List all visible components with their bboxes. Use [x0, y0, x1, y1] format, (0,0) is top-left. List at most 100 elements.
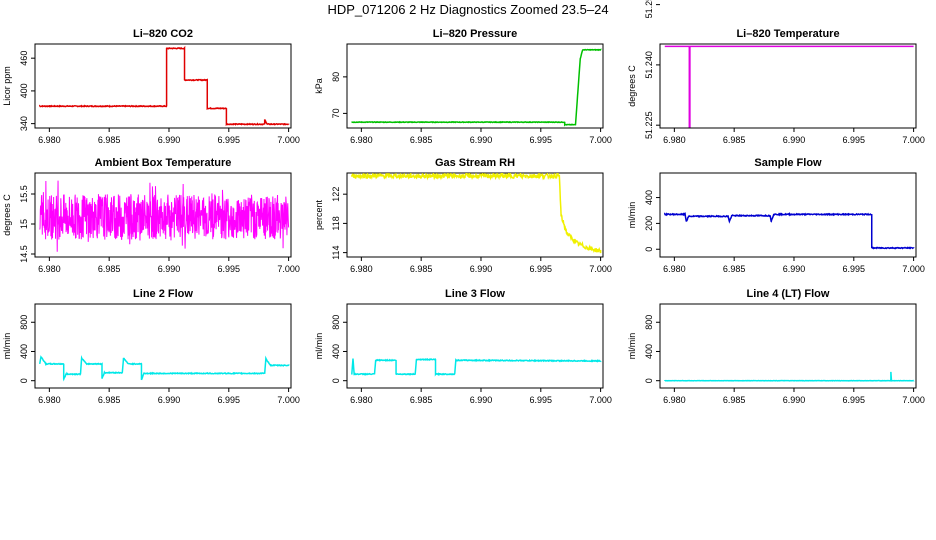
y-tick-label: 400 [331, 344, 341, 359]
y-tick-label: 800 [19, 315, 29, 330]
x-tick-label: 6.990 [783, 395, 806, 405]
x-tick-label: 6.985 [723, 264, 746, 274]
y-tick-label: 340 [19, 116, 29, 131]
y-axis-label: ml/min [2, 333, 12, 360]
x-tick-label: 7.000 [902, 395, 925, 405]
panel-6: Line 2 Flow ml/min 6.980 6.985 6.990 6.995 7.0… [2, 288, 300, 405]
y-axis-label: degrees C [627, 65, 637, 107]
x-tick-label: 6.980 [38, 264, 61, 274]
x-tick-label: 6.995 [218, 135, 241, 145]
x-tick-label: 7.000 [902, 264, 925, 274]
x-tick-label: 6.985 [98, 395, 121, 405]
y-axis-label: kPa [314, 78, 324, 94]
panel-title: Line 3 Flow [445, 288, 505, 300]
x-tick-label: 6.995 [843, 264, 866, 274]
panel-title: Line 4 (LT) Flow [747, 288, 830, 300]
x-tick-label: 6.980 [350, 395, 373, 405]
panel-title: Li–820 Temperature [736, 28, 839, 40]
x-tick-label: 6.985 [98, 135, 121, 145]
x-tick-label: 6.985 [410, 264, 433, 274]
x-tick-label: 6.980 [38, 135, 61, 145]
x-tick-label: 6.995 [530, 264, 553, 274]
plot-frame [34, 43, 292, 129]
y-tick-label: 80 [331, 72, 341, 82]
y-tick-label: 70 [331, 108, 341, 118]
series-line [39, 180, 290, 252]
x-tick-label: 6.985 [723, 395, 746, 405]
y-tick-label: 0 [644, 378, 654, 383]
plot-frame [34, 303, 292, 389]
panel-title: Line 2 Flow [133, 288, 193, 300]
x-tick-label: 7.000 [277, 395, 300, 405]
x-tick-label: 6.995 [530, 395, 553, 405]
y-axis-label: Licor ppm [2, 66, 12, 106]
y-tick-label: 0 [331, 378, 341, 383]
x-tick-label: 6.980 [350, 135, 373, 145]
x-tick-label: 6.990 [158, 135, 181, 145]
y-axis-label: ml/min [627, 333, 637, 360]
plot-frame [346, 172, 604, 258]
x-tick-label: 6.990 [783, 264, 806, 274]
y-tick-label: 400 [19, 83, 29, 98]
y-axis-label: ml/min [314, 333, 324, 360]
x-tick-label: 6.985 [98, 264, 121, 274]
x-tick-label: 6.990 [158, 395, 181, 405]
panel-2: Li–820 Temperature degrees C 6.980 6.985 6.9… [627, 0, 925, 145]
series-line [39, 355, 290, 382]
panel-4: Gas Stream RH percent 6.980 6.985 6.990 6.995… [314, 157, 612, 274]
y-tick-label: 0 [19, 378, 29, 383]
y-tick-label: 15 [19, 219, 29, 229]
x-tick-label: 6.995 [530, 135, 553, 145]
series-line [664, 211, 915, 250]
y-tick-label: 800 [644, 315, 654, 330]
x-tick-label: 6.995 [843, 135, 866, 145]
x-tick-label: 6.995 [218, 264, 241, 274]
panel-0: Li–820 CO2 Licor ppm 6.980 6.985 6.990 6.995 7… [2, 28, 300, 145]
panel-3: Ambient Box Temperature degrees C 6.980 6.9… [2, 157, 300, 274]
y-tick-label: 0 [644, 247, 654, 252]
series-line [664, 45, 914, 128]
y-axis-label: percent [314, 199, 324, 230]
y-tick-label: 15.5 [19, 185, 29, 203]
x-tick-label: 6.990 [783, 135, 806, 145]
y-tick-label: 14.5 [19, 245, 29, 263]
y-tick-label: 460 [19, 51, 29, 66]
x-tick-label: 6.980 [350, 264, 373, 274]
x-tick-label: 6.985 [410, 135, 433, 145]
x-tick-label: 7.000 [589, 264, 612, 274]
series-line [351, 48, 602, 127]
series-line [39, 45, 290, 127]
plot-frame [659, 172, 917, 258]
x-tick-label: 6.980 [38, 395, 61, 405]
y-tick-label: 400 [19, 344, 29, 359]
x-tick-label: 7.000 [277, 135, 300, 145]
x-tick-label: 6.990 [470, 395, 493, 405]
series-line [664, 371, 915, 382]
panel-title: Li–820 Pressure [433, 28, 517, 40]
y-tick-label: 800 [331, 315, 341, 330]
y-tick-label: 118 [331, 216, 341, 230]
x-tick-label: 7.000 [589, 395, 612, 405]
page-title: HDP_071206 2 Hz Diagnostics Zoomed 23.5–… [327, 2, 609, 17]
plot-frame [346, 43, 604, 129]
x-tick-label: 6.980 [663, 264, 686, 274]
x-tick-label: 6.980 [663, 135, 686, 145]
y-tick-label: 51.240 [644, 51, 654, 79]
plot-frame [659, 303, 917, 389]
y-tick-label: 51.255 [644, 0, 654, 18]
panel-7: Line 3 Flow ml/min 6.980 6.985 6.990 6.995 7.0… [314, 288, 612, 405]
panel-title: Gas Stream RH [435, 157, 515, 169]
y-tick-label: 51.225 [644, 111, 654, 139]
series-line [351, 173, 602, 254]
panel-title: Sample Flow [754, 157, 822, 169]
panel-1: Li–820 Pressure kPa 6.980 6.985 6.990 6.995 7.… [314, 28, 612, 145]
x-tick-label: 6.995 [218, 395, 241, 405]
y-tick-label: 114 [331, 245, 341, 259]
y-axis-label: ml/min [627, 202, 637, 229]
panel-title: Ambient Box Temperature [95, 157, 232, 169]
x-tick-label: 6.985 [723, 135, 746, 145]
panel-8: Line 4 (LT) Flow ml/min 6.980 6.985 6.990 6.9… [627, 288, 925, 405]
x-tick-label: 7.000 [277, 264, 300, 274]
plot-frame [346, 303, 604, 389]
